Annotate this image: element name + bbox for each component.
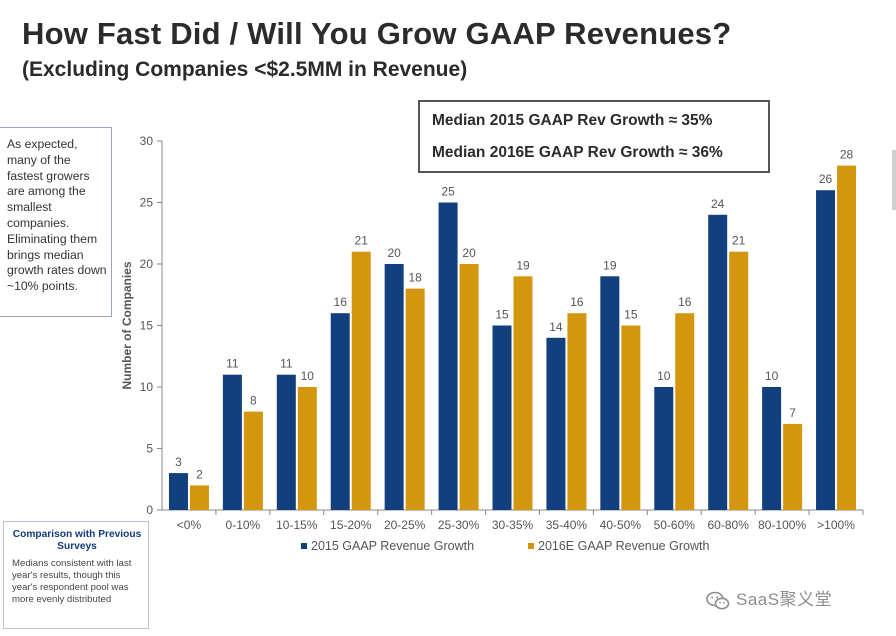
x-tick-label: 25-30% [438,518,480,532]
median-2016-text: Median 2016E GAAP Rev Growth ≈ 36% [432,144,723,161]
legend-label: 2016E GAAP Revenue Growth [538,539,709,553]
bar-data-label: 11 [226,357,239,371]
bar-data-label: 25 [441,185,455,199]
bar-data-label: 7 [789,406,796,420]
x-tick-label: 0-10% [226,518,261,532]
watermark-text: SaaS聚义堂 [736,590,833,609]
bar-2015 [816,190,836,510]
bar-data-label: 20 [462,246,476,260]
bar-2015 [708,214,728,511]
wechat-icon [706,591,730,610]
x-tick-label: 10-15% [276,518,318,532]
bar-data-label: 26 [819,172,833,186]
bar-2016e [243,411,263,510]
bar-data-label: 14 [549,320,563,334]
legend-swatch [528,543,534,549]
bar-data-label: 18 [408,271,422,285]
annotation-note-text: As expected, many of the fastest growers… [7,137,107,294]
bar-2016e [837,165,857,510]
bar-data-label: 2 [196,467,203,481]
bar-data-label: 15 [624,308,638,322]
y-tick-label: 5 [146,442,153,456]
bar-data-label: 24 [711,197,725,211]
bar-data-label: 28 [840,148,854,162]
bar-2015 [600,276,620,510]
bar-2016e [405,288,425,510]
bar-2016e [729,251,749,510]
x-tick-label: 50-60% [654,518,696,532]
x-tick-label: >100% [817,518,855,532]
bar-2015 [276,374,296,510]
bar-data-label: 21 [732,234,746,248]
bar-data-label: 8 [250,394,257,408]
bar-2016e [351,251,371,510]
bar-data-label: 15 [495,308,509,322]
y-tick-label: 15 [140,319,154,333]
y-tick-label: 20 [140,257,154,271]
bar-data-label: 19 [516,258,530,272]
bar-2015 [546,337,566,510]
x-tick-label: 30-35% [492,518,534,532]
median-2015-text: Median 2015 GAAP Rev Growth ≈ 35% [432,112,713,129]
y-tick-label: 0 [146,503,153,517]
bar-2016e [189,485,209,510]
bar-2015 [492,325,512,510]
bar-2015 [654,387,674,510]
watermark: SaaS聚义堂 [706,585,832,611]
bar-data-label: 10 [657,369,671,383]
x-tick-label: 60-80% [708,518,750,532]
bar-data-label: 10 [765,369,779,383]
y-axis-label: Number of Companies [120,261,134,389]
legend-swatch [301,543,307,549]
bar-2016e [459,264,479,510]
x-tick-label: 15-20% [330,518,372,532]
bar-2016e [783,423,803,510]
scroll-indicator [892,150,896,210]
bar-2015 [168,473,188,510]
bar-2015 [330,313,350,510]
bar-data-label: 16 [678,295,692,309]
bar-data-label: 20 [387,246,401,260]
x-tick-label: <0% [177,518,202,532]
y-tick-label: 25 [140,196,154,210]
comparison-title: Comparison with Previous Surveys [12,529,142,552]
bar-data-label: 3 [175,455,182,469]
page-subtitle: (Excluding Companies <$2.5MM in Revenue) [22,58,468,81]
median-summary-box: Median 2015 GAAP Rev Growth ≈ 35% Median… [418,100,770,173]
x-tick-label: 20-25% [384,518,426,532]
bar-data-label: 19 [603,258,617,272]
page-title: How Fast Did / Will You Grow GAAP Revenu… [22,16,732,51]
bar-2015 [762,387,782,510]
bar-2016e [297,387,317,510]
bar-data-label: 16 [334,295,348,309]
bar-2016e [567,313,587,510]
bar-data-label: 11 [280,357,293,371]
bar-2015 [438,202,458,510]
x-tick-label: 40-50% [600,518,642,532]
annotation-note: As expected, many of the fastest growers… [0,127,112,317]
bar-2016e [513,276,533,510]
x-tick-label: 80-100% [758,518,806,532]
bar-data-label: 10 [301,369,315,383]
bar-2015 [384,264,404,510]
y-tick-label: 10 [140,380,154,394]
y-tick-label: 30 [140,134,154,148]
bar-2016e [621,325,641,510]
bar-2015 [222,374,242,510]
legend-label: 2015 GAAP Revenue Growth [311,539,474,553]
comparison-body: Medians consistent with last year's resu… [12,558,132,605]
bar-data-label: 16 [570,295,584,309]
bar-data-label: 21 [355,234,369,248]
comparison-box: Comparison with Previous Surveys Medians… [3,521,149,629]
bar-2016e [675,313,695,510]
x-tick-label: 35-40% [546,518,588,532]
